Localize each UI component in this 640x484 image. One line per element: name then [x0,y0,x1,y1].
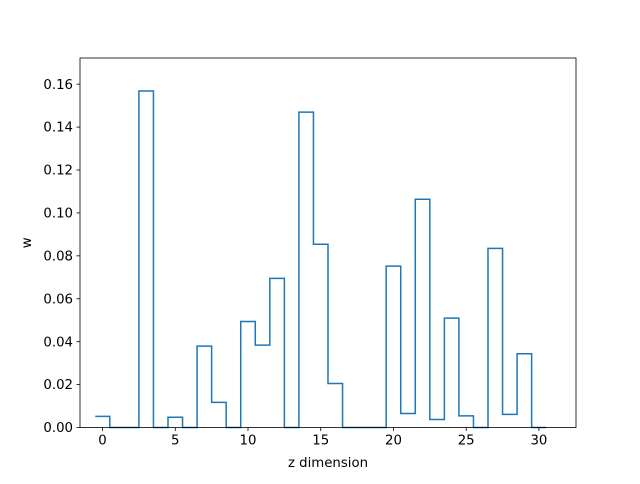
y-tick-label: 0.14 [43,121,73,136]
x-tick-label: 0 [98,434,106,449]
axes-frame [79,57,577,428]
x-tick-label: 10 [240,434,257,449]
y-tick-label: 0.00 [43,421,73,436]
x-tick-label: 5 [171,434,179,449]
y-axis-ticks: 0.00 0.02 0.04 0.06 0.08 0.10 0.12 0.14 0.16 [43,78,80,436]
y-tick-label: 0.10 [43,207,73,222]
x-tick-label: 15 [312,434,329,449]
x-tick-label: 30 [530,434,547,449]
series-step-line-0 [95,90,547,429]
y-tick-label: 0.12 [43,164,73,179]
x-axis-label: z dimension [288,456,368,471]
y-tick-label: 0.06 [43,292,73,307]
y-tick-label: 0.16 [43,78,73,93]
x-tick-label: 20 [385,434,402,449]
y-tick-label: 0.08 [43,249,73,264]
plot-area [95,90,547,429]
y-tick-label: 0.04 [43,335,73,350]
y-axis-label: w [20,237,35,248]
y-tick-label: 0.02 [43,378,73,393]
x-axis-ticks: 0 5 10 15 20 25 30 [98,427,547,449]
x-tick-label: 25 [458,434,475,449]
